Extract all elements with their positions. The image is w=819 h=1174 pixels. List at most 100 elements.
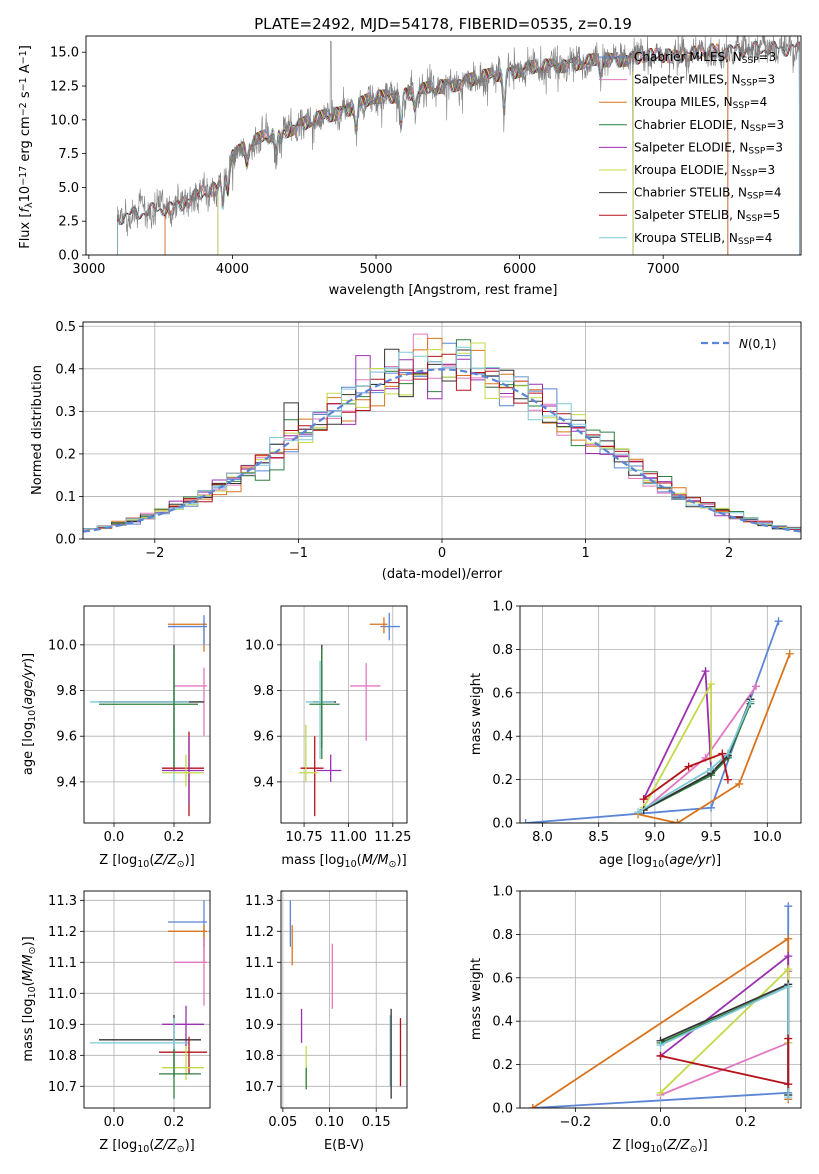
weight-point <box>656 1041 665 1050</box>
legend-entry: N(0,1) <box>739 337 776 351</box>
label-part: M/M <box>362 853 389 868</box>
label-part: λ <box>24 202 35 208</box>
weight-point <box>784 952 793 961</box>
y-tick-label: 9.6 <box>56 730 77 745</box>
label-part: mass [log <box>21 998 36 1061</box>
label-part: )] <box>21 936 36 946</box>
weight-point <box>673 819 682 823</box>
y-tick-label: 10.7 <box>245 1080 274 1095</box>
y-tick-label: 11.2 <box>48 925 77 940</box>
y-tick-label: 0.5 <box>55 320 76 335</box>
y-tick-label: 10.8 <box>245 1049 274 1064</box>
axes-ebv-mass: 0.05 0.10 0.15 10.7 10.8 10.9 11.0 11.1 11.2 11.3 <box>245 890 408 1130</box>
weight-point <box>752 682 761 691</box>
legend-part: Chabrier STELIB, N <box>634 186 747 200</box>
weight-point <box>701 667 710 676</box>
legend-part: =3 <box>766 118 784 132</box>
x-tick-label: 0 <box>438 546 446 561</box>
label-part: s <box>18 91 33 102</box>
legend-part: =4 <box>755 231 773 245</box>
y-tick-label: 0.6 <box>492 971 513 986</box>
y-tick-label: 9.4 <box>56 775 77 790</box>
observed-spectrum-line <box>117 36 800 237</box>
legend-part: SSP <box>738 237 755 247</box>
weight-point <box>784 1034 793 1043</box>
label-part: age [log <box>21 722 36 775</box>
label-part: M/M <box>21 954 36 981</box>
label-part: −17 <box>18 166 29 186</box>
plot-area <box>289 900 402 1099</box>
legend-part: Salpeter STELIB, N <box>634 208 746 222</box>
plot-area <box>298 612 400 817</box>
x-axis-label: (data-model)/error <box>382 567 503 582</box>
label-part: ⊙ <box>389 859 397 870</box>
y-tick-label: 9.8 <box>253 684 274 699</box>
y-tick-label: 10.9 <box>48 1018 77 1033</box>
legend-entry: Chabrier MILES, NSSP=3 <box>634 50 776 66</box>
y-axis-label: mass [log10(M/M⊙)] <box>21 936 38 1061</box>
label-part: mass [log <box>281 853 344 868</box>
x-axis-label: mass [log10(M/M⊙)] <box>281 853 406 870</box>
x-tick-label: 6000 <box>503 262 536 277</box>
y-tick-label: 10.7 <box>48 1080 77 1095</box>
legend-part: Chabrier ELODIE, N <box>634 118 750 132</box>
x-tick-label: 5000 <box>359 262 392 277</box>
label-part: 10 <box>137 859 149 870</box>
y-tick-label: 0.0 <box>492 817 513 832</box>
axes-frame <box>280 605 408 824</box>
x-axis-label: E(B-V) <box>324 1138 364 1153</box>
x-tick-label: 0.2 <box>735 1115 756 1130</box>
legend-part: N <box>739 337 748 351</box>
axes-spectrum: 3000 4000 5000 6000 7000 0.0 2.5 5.0 7.5 10.0 12.5… <box>50 35 802 277</box>
legend-entry: Kroupa STELIB, NSSP=4 <box>634 231 772 247</box>
weight-line <box>660 1038 790 1086</box>
weight-line <box>659 966 790 1094</box>
label-part: ⊙ <box>27 947 38 955</box>
x-tick-label: 9.5 <box>701 830 722 845</box>
x-tick-label: 8.0 <box>532 830 553 845</box>
plot-area <box>90 900 207 1099</box>
y-tick-label: 11.3 <box>245 894 274 909</box>
legend-part: =3 <box>757 73 775 87</box>
x-tick-label: 9.0 <box>645 830 666 845</box>
weight-point <box>634 808 643 817</box>
x-tick-label: −2 <box>145 546 164 561</box>
x-tick-label: 0.0 <box>650 1115 671 1130</box>
legend-part: =3 <box>759 50 777 64</box>
legend-part: =4 <box>764 186 782 200</box>
x-tick-label: 4000 <box>216 262 249 277</box>
axes-frame <box>85 35 802 256</box>
legend-part: (0,1) <box>748 337 776 351</box>
y-tick-label: 12.5 <box>50 80 79 95</box>
legend-part: SSP <box>748 147 765 157</box>
y-tick-label: 0.1 <box>55 490 76 505</box>
x-axis-label: wavelength [Angstrom, rest frame] <box>329 283 558 298</box>
x-tick-label: 0.0 <box>104 830 125 845</box>
legend-part: SSP <box>747 192 764 202</box>
x-tick-label: 11.00 <box>330 830 367 845</box>
label-part: ⊙ <box>690 1144 698 1155</box>
legend-part: SSP <box>742 56 759 66</box>
y-tick-label: 11.0 <box>245 987 274 1002</box>
label-part: 10 <box>27 710 38 722</box>
y-tick-label: 0.4 <box>492 1015 513 1030</box>
axes-z-age: 0.0 0.2 9.4 9.6 9.8 10.0 <box>48 605 211 845</box>
y-tick-label: 9.8 <box>56 684 77 699</box>
x-tick-label: 0.05 <box>268 1115 297 1130</box>
weight-line <box>660 982 790 1095</box>
y-tick-label: 10.8 <box>48 1049 77 1064</box>
label-part: age/yr <box>669 853 712 868</box>
y-tick-label: 11.1 <box>48 956 77 971</box>
label-part: 10 <box>345 859 357 870</box>
y-tick-label: 0.0 <box>55 533 76 548</box>
normal-curve <box>83 368 801 533</box>
y-tick-label: 0.4 <box>492 730 513 745</box>
axes-age-weight: 8.0 8.5 9.0 9.5 10.0 0.0 0.2 0.4 0.6 0.8 1.0 <box>492 600 802 845</box>
label-part: )] <box>21 653 36 663</box>
label-part: age [log <box>599 853 652 868</box>
weight-point <box>684 762 693 771</box>
label-part: −1 <box>18 77 29 91</box>
x-tick-label: 11.25 <box>374 830 411 845</box>
label-part: Z [log <box>99 853 137 868</box>
